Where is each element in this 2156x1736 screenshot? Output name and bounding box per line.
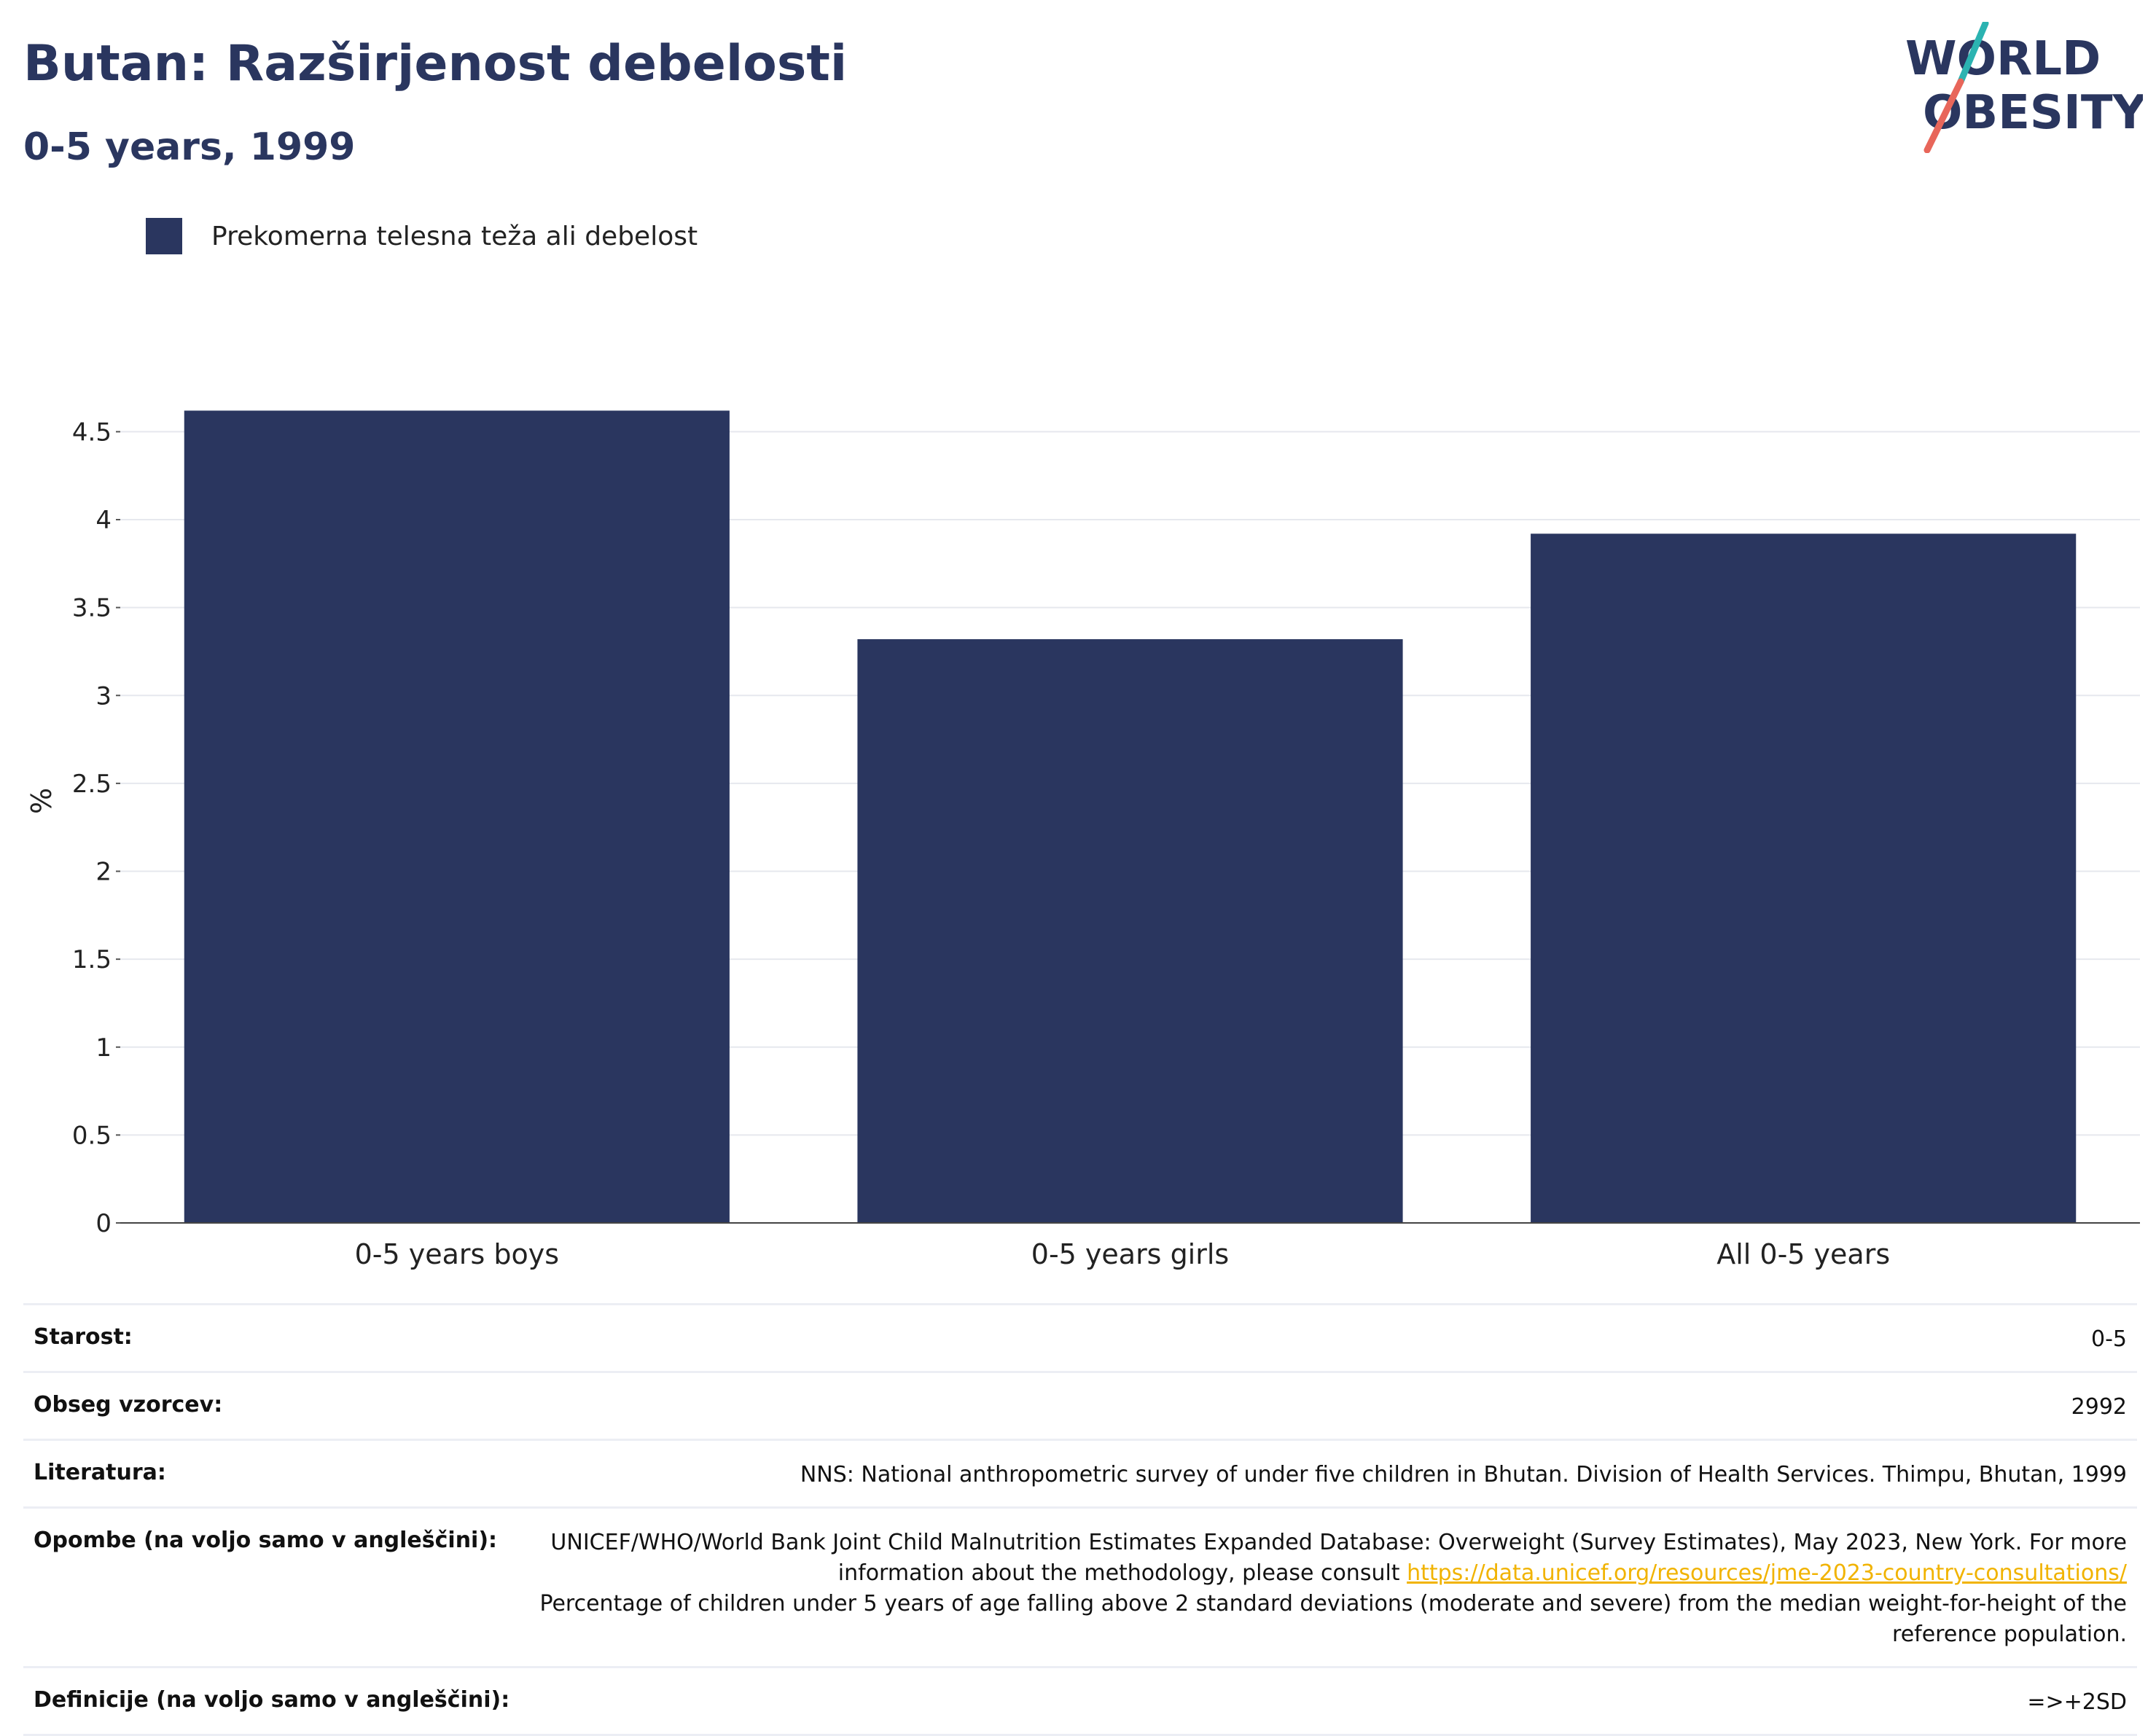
info-definitions-value: =>+2SD <box>2027 1689 2127 1715</box>
y-tick-label: 1 <box>95 1033 112 1063</box>
logo-line2: OBESITY <box>1923 86 2143 140</box>
x-category-label: 0-5 years boys <box>355 1238 559 1270</box>
world-obesity-logo: WORLD OBESITY <box>1905 22 2143 153</box>
x-category-label: 0-5 years girls <box>1031 1238 1229 1270</box>
info-sample-label: Obseg vzorcev: <box>34 1392 223 1418</box>
info-definitions-label: Definicije (na voljo samo v angleščini): <box>34 1687 510 1713</box>
notes-text-2: Percentage of children under 5 years of … <box>539 1591 2127 1647</box>
logo-slash-top <box>1957 22 1989 85</box>
info-row-definitions: Definicije (na voljo samo v angleščini):… <box>23 1666 2137 1736</box>
info-literature-value: NNS: National anthropometric survey of u… <box>800 1462 2127 1487</box>
bars <box>184 410 2077 1223</box>
info-age-label: Starost: <box>34 1324 133 1350</box>
y-tick-label: 4 <box>95 506 112 535</box>
y-tick-label: 1.5 <box>72 945 112 974</box>
y-axis-title: % <box>26 788 58 814</box>
y-tick-label: 2.5 <box>72 770 112 799</box>
legend-label: Prekomerna telesna teža ali debelost <box>211 221 698 251</box>
info-sample-value: 2992 <box>2071 1394 2127 1420</box>
info-row-notes: Opombe (na voljo samo v angleščini): UNI… <box>23 1506 2137 1666</box>
page-subtitle: 0-5 years, 1999 <box>23 125 356 169</box>
x-category-label: All 0-5 years <box>1716 1238 1890 1270</box>
bar <box>1531 533 2077 1223</box>
chart-legend: Prekomerna telesna teža ali debelost <box>146 217 698 255</box>
page-title: Butan: Razširjenost debelosti <box>23 35 848 93</box>
notes-text: UNICEF/WHO/World Bank Joint Child Malnut… <box>550 1530 2127 1586</box>
info-notes-label: Opombe (na voljo samo v angleščini): <box>34 1528 498 1553</box>
info-table: Starost: 0-5 Obseg vzorcev: 2992 Literat… <box>23 1303 2137 1736</box>
bar-chart: 0 0.5 1 1.5 2 2.5 3 3.5 4 4.5 0-5 years boys 0-5 ye… <box>26 410 2140 1270</box>
legend-swatch <box>146 218 182 254</box>
y-tick-label: 2 <box>95 858 112 887</box>
logo-line1: WORLD <box>1905 32 2101 86</box>
bar <box>184 410 730 1223</box>
info-row-age: Starost: 0-5 <box>23 1303 2137 1371</box>
notes-link[interactable]: https://data.unicef.org/resources/jme-20… <box>1407 1560 2127 1586</box>
info-row-literature: Literatura: NNS: National anthropometric… <box>23 1439 2137 1506</box>
info-literature-label: Literatura: <box>34 1460 166 1485</box>
logo-slash-bottom <box>1923 78 1964 153</box>
y-tick-label: 4.5 <box>72 418 112 447</box>
axes: 0 0.5 1 1.5 2 2.5 3 3.5 4 4.5 0-5 years boys 0-5 ye… <box>26 418 2140 1270</box>
bar <box>857 639 1403 1223</box>
y-tick-label: 3 <box>95 681 112 711</box>
info-notes-value: UNICEF/WHO/World Bank Joint Child Malnut… <box>526 1528 2127 1650</box>
info-age-value: 0-5 <box>2091 1326 2127 1352</box>
y-tick-label: 3.5 <box>72 594 112 623</box>
y-tick-label: 0.5 <box>72 1121 112 1150</box>
y-tick-label: 0 <box>95 1209 112 1238</box>
info-row-sample: Obseg vzorcev: 2992 <box>23 1371 2137 1439</box>
